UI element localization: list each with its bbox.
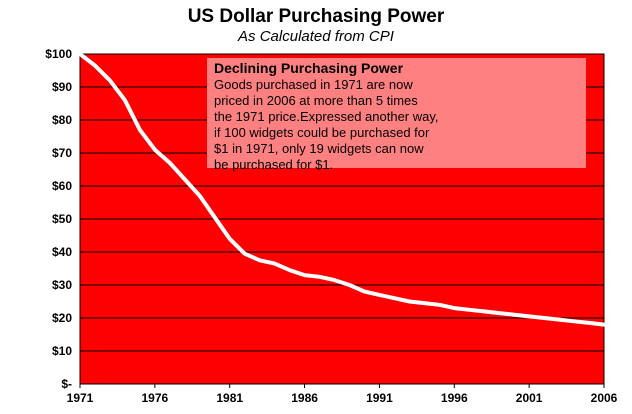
y-tick-label: $30 xyxy=(52,278,72,292)
chart-title: US Dollar Purchasing Power xyxy=(187,6,445,27)
x-tick-label: 1981 xyxy=(216,391,243,405)
data-point xyxy=(288,268,292,272)
data-point xyxy=(108,78,112,82)
data-point xyxy=(422,301,426,305)
chart-subtitle: As Calculated from CPI xyxy=(238,28,394,45)
data-point xyxy=(437,303,441,307)
y-tick-label: $80 xyxy=(52,113,72,127)
annotation-line: Goods purchased in 1971 are now xyxy=(214,77,413,92)
y-tick-label: $60 xyxy=(52,179,72,193)
data-point xyxy=(467,308,471,312)
series-group xyxy=(78,52,606,327)
data-point xyxy=(153,148,157,152)
x-tick-label: 1971 xyxy=(67,391,94,405)
x-tick-label: 1976 xyxy=(142,391,169,405)
data-point xyxy=(392,296,396,300)
y-tick-label: $50 xyxy=(52,212,72,226)
data-point xyxy=(93,64,97,68)
data-point xyxy=(273,262,277,266)
data-point xyxy=(123,98,127,102)
x-tick-label: 1996 xyxy=(441,391,468,405)
data-point xyxy=(333,278,336,282)
y-tick-label: $10 xyxy=(52,344,72,358)
annotation-box: Declining Purchasing Power Goods purchas… xyxy=(207,58,586,172)
data-point xyxy=(557,318,561,322)
data-point xyxy=(318,275,321,279)
data-point xyxy=(168,161,172,165)
data-point xyxy=(198,194,202,198)
data-point xyxy=(78,52,82,56)
data-point xyxy=(258,258,262,262)
y-tick-label: $20 xyxy=(52,311,72,325)
data-point xyxy=(542,316,546,320)
data-point xyxy=(243,252,247,256)
y-tick-label: $70 xyxy=(52,146,72,160)
x-tick-label: 2006 xyxy=(591,391,618,405)
data-point xyxy=(213,215,217,219)
data-point xyxy=(183,177,187,181)
annotation-title: Declining Purchasing Power xyxy=(214,60,404,76)
annotation-line: be purchased for $1. xyxy=(214,157,333,172)
x-tick-label: 2001 xyxy=(516,391,543,405)
data-point xyxy=(527,314,531,318)
y-tick-label: $40 xyxy=(52,245,72,259)
y-tick-label: $90 xyxy=(52,80,72,94)
y-tick-label: $100 xyxy=(45,47,72,61)
y-tick-label: $- xyxy=(61,377,72,391)
data-point xyxy=(363,290,366,294)
x-tick-label: 1991 xyxy=(366,391,393,405)
data-point xyxy=(377,293,381,297)
annotation-background xyxy=(207,58,586,168)
data-point xyxy=(303,273,307,277)
x-axis-ticks: 1971 1976 1981 1986 1991 1996 2001 2006 xyxy=(67,384,618,405)
data-point xyxy=(512,313,516,317)
annotation-line: $1 in 1971, only 19 widgets can now xyxy=(214,141,424,156)
data-point xyxy=(482,309,486,313)
data-point xyxy=(572,319,576,323)
annotation-line: if 100 widgets could be purchased for xyxy=(214,125,430,140)
x-tick-label: 1986 xyxy=(291,391,318,405)
data-point xyxy=(228,237,232,241)
data-point xyxy=(587,321,591,325)
data-point xyxy=(497,311,501,315)
data-point xyxy=(138,128,142,132)
annotation-line: the 1971 price.Expressed another way, xyxy=(214,109,439,124)
annotation-line: priced in 2006 at more than 5 times xyxy=(214,93,418,108)
data-point xyxy=(602,323,606,327)
data-point xyxy=(348,283,351,287)
data-point xyxy=(407,300,411,303)
y-axis-ticks: $- $10 $20 $30 $40 $50 $60 $70 $80 $90 $100 xyxy=(45,47,72,391)
data-point xyxy=(452,306,456,310)
series-line xyxy=(78,52,606,327)
